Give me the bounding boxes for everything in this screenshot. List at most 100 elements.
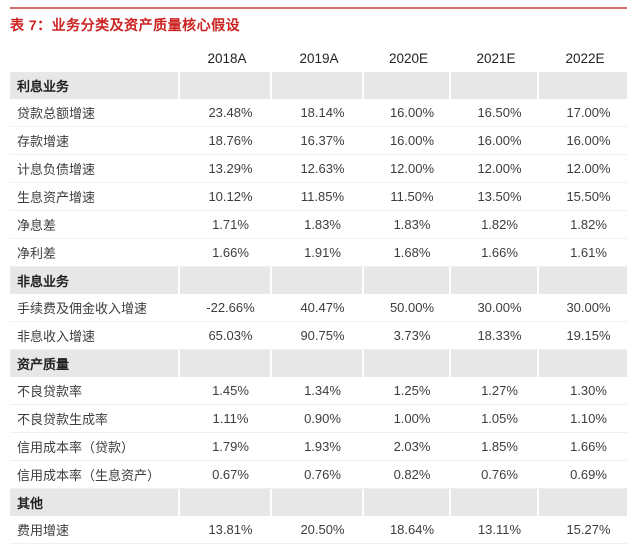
cell-value: 15.27% — [537, 516, 627, 544]
cell-value: 13.29% — [178, 155, 270, 183]
row-label: 计息负债增速 — [10, 155, 178, 183]
table-row: 不良贷款率 1.45% 1.34% 1.25% 1.27% 1.30% — [10, 377, 627, 405]
row-label: 费用增速 — [10, 516, 178, 544]
section-header-cell — [178, 489, 270, 516]
section-header-cell — [537, 489, 627, 516]
column-header-2020e: 2020E — [388, 50, 429, 66]
row-label: 手续费及佣金收入增速 — [10, 294, 178, 322]
cell-value: 0.67% — [178, 461, 270, 489]
row-label: 生息资产增速 — [10, 183, 178, 211]
table-row: 生息资产增速 10.12% 11.85% 11.50% 13.50% 15.50% — [10, 183, 627, 211]
cell-value: 0.69% — [537, 461, 627, 489]
cell-value: 1.11% — [178, 405, 270, 433]
cell-value: 11.85% — [270, 183, 362, 211]
cell-value: 18.76% — [178, 127, 270, 155]
section-header-cell — [537, 350, 627, 377]
section-header-cell — [270, 350, 362, 377]
section-header-cell — [537, 72, 627, 99]
cell-value: -22.66% — [178, 294, 270, 322]
table-row: 存款增速 18.76% 16.37% 16.00% 16.00% 16.00% — [10, 127, 627, 155]
cell-value: 12.63% — [270, 155, 362, 183]
cell-value: 1.66% — [449, 239, 537, 267]
table-row: 非息收入增速 65.03% 90.75% 3.73% 18.33% 19.15% — [10, 322, 627, 350]
cell-value: 18.64% — [362, 516, 449, 544]
cell-value: 1.71% — [178, 211, 270, 239]
cell-value: 65.03% — [178, 322, 270, 350]
table-row: 信用成本率（生息资产） 0.67% 0.76% 0.82% 0.76% 0.69% — [10, 461, 627, 489]
cell-value: 16.00% — [449, 127, 537, 155]
section-header-cell — [449, 350, 537, 377]
cell-value: 3.73% — [362, 322, 449, 350]
cell-value: 1.66% — [537, 433, 627, 461]
section-header-cell — [178, 350, 270, 377]
cell-value: 1.83% — [270, 211, 362, 239]
column-header-empty — [10, 44, 178, 72]
cell-value: 40.47% — [270, 294, 362, 322]
table-row: 手续费及佣金收入增速 -22.66% 40.47% 50.00% 30.00% 30.00… — [10, 294, 627, 322]
section-header-row: 利息业务 — [10, 72, 627, 99]
section-header-row: 非息业务 — [10, 267, 627, 294]
cell-value: 1.91% — [270, 239, 362, 267]
cell-value: 13.81% — [178, 516, 270, 544]
cell-value: 1.61% — [537, 239, 627, 267]
cell-value: 12.00% — [537, 155, 627, 183]
cell-value: 12.00% — [449, 155, 537, 183]
cell-value: 1.82% — [449, 211, 537, 239]
section-header-label: 利息业务 — [10, 72, 178, 99]
row-label: 不良贷款生成率 — [10, 405, 178, 433]
column-header-2019a: 2019A — [299, 50, 339, 66]
cell-value: 1.25% — [362, 377, 449, 405]
cell-value: 0.90% — [270, 405, 362, 433]
row-label: 非息收入增速 — [10, 322, 178, 350]
cell-value: 13.11% — [449, 516, 537, 544]
section-header-label: 非息业务 — [10, 267, 178, 294]
section-header-label: 资产质量 — [10, 350, 178, 377]
cell-value: 0.82% — [362, 461, 449, 489]
section-header-cell — [362, 72, 449, 99]
cell-value: 12.00% — [362, 155, 449, 183]
cell-value: 19.15% — [537, 322, 627, 350]
cell-value: 16.00% — [362, 127, 449, 155]
cell-value: 1.10% — [537, 405, 627, 433]
cell-value: 16.37% — [270, 127, 362, 155]
cell-value: 1.34% — [270, 377, 362, 405]
section-header-cell — [270, 72, 362, 99]
row-label: 存款增速 — [10, 127, 178, 155]
section-header-cell — [270, 267, 362, 294]
section-header-row: 资产质量 — [10, 350, 627, 377]
cell-value: 11.50% — [362, 183, 449, 211]
table-row: 贷款总额增速 23.48% 18.14% 16.00% 16.50% 17.00% — [10, 99, 627, 127]
cell-value: 17.00% — [537, 99, 627, 127]
section-header-cell — [178, 267, 270, 294]
table-row: 信用成本率（贷款） 1.79% 1.93% 2.03% 1.85% 1.66% — [10, 433, 627, 461]
row-label: 贷款总额增速 — [10, 99, 178, 127]
cell-value: 1.85% — [449, 433, 537, 461]
table-row: 计息负债增速 13.29% 12.63% 12.00% 12.00% 12.00% — [10, 155, 627, 183]
cell-value: 1.82% — [537, 211, 627, 239]
row-label: 信用成本率（贷款） — [10, 433, 178, 461]
section-header-cell — [362, 489, 449, 516]
section-header-cell — [449, 72, 537, 99]
table-title: 表 7：业务分类及资产质量核心假设 — [10, 17, 241, 33]
cell-value: 13.50% — [449, 183, 537, 211]
cell-value: 18.14% — [270, 99, 362, 127]
column-header-row: 2018A 2019A 2020E 2021E 2022E — [10, 44, 627, 72]
cell-value: 1.30% — [537, 377, 627, 405]
cell-value: 1.93% — [270, 433, 362, 461]
cell-value: 50.00% — [362, 294, 449, 322]
cell-value: 0.76% — [449, 461, 537, 489]
cell-value: 15.50% — [537, 183, 627, 211]
section-header-cell — [270, 489, 362, 516]
cell-value: 1.83% — [362, 211, 449, 239]
cell-value: 1.66% — [178, 239, 270, 267]
cell-value: 1.79% — [178, 433, 270, 461]
top-divider-rule — [10, 7, 627, 9]
cell-value: 1.00% — [362, 405, 449, 433]
column-header-2018a: 2018A — [207, 50, 247, 66]
section-header-row: 其他 — [10, 489, 627, 516]
cell-value: 1.45% — [178, 377, 270, 405]
cell-value: 90.75% — [270, 322, 362, 350]
cell-value: 16.00% — [362, 99, 449, 127]
cell-value: 0.76% — [270, 461, 362, 489]
